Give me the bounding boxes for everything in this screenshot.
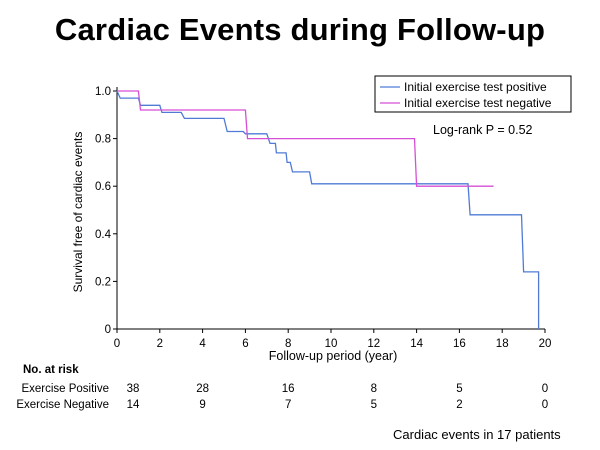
- x-tick-label: 16: [453, 338, 466, 350]
- log-rank-annotation: Log-rank P = 0.52: [433, 123, 533, 137]
- x-axis-label: Follow-up period (year): [269, 349, 398, 363]
- x-tick-label: 0: [114, 338, 120, 350]
- risk-cell: 5: [456, 383, 463, 395]
- series-line-positive: [116, 90, 540, 329]
- y-ticks: 0 0.2 0.4 0.6 0.8 1.0: [95, 86, 117, 336]
- chart-legend: Initial exercise test positive Initial e…: [374, 75, 572, 113]
- footnote: Cardiac events in 17 patients: [393, 427, 561, 442]
- risk-cell: 28: [196, 383, 209, 395]
- y-tick-label: 0.8: [95, 134, 111, 146]
- x-tick-label: 4: [199, 338, 206, 350]
- risk-cell: 0: [541, 399, 549, 411]
- risk-cell: 5: [370, 399, 377, 411]
- x-ticks: 0 2 4 6 8 10 12 14 16 18 20: [114, 329, 552, 350]
- risk-cell: 2: [456, 399, 463, 411]
- risk-cell: 8: [370, 383, 377, 395]
- risk-cell: 14: [126, 399, 140, 411]
- x-tick-label: 20: [539, 338, 552, 350]
- risk-cell: 38: [126, 383, 140, 395]
- risk-table-heading: No. at risk: [23, 364, 79, 376]
- x-tick-label: 10: [325, 338, 338, 350]
- x-tick-label: 2: [157, 338, 163, 350]
- survival-curves: [116, 90, 540, 329]
- x-tick-label: 6: [242, 338, 248, 350]
- x-tick-label: 14: [410, 338, 423, 350]
- risk-cell: 0: [541, 383, 549, 395]
- slide-title: Cardiac Events during Follow-up: [54, 12, 546, 47]
- risk-cell: 7: [284, 399, 292, 411]
- legend-box: [374, 75, 572, 113]
- legend-label-negative: Initial exercise test negative: [404, 96, 552, 110]
- y-axis-label: Survival free of cardiac events: [71, 132, 85, 293]
- risk-cell: 9: [199, 399, 206, 411]
- risk-cell: 16: [281, 383, 295, 395]
- x-tick-label: 12: [367, 338, 380, 350]
- x-tick-label: 8: [285, 338, 291, 350]
- x-tick-label: 18: [496, 338, 509, 350]
- y-tick-label: 0.6: [95, 181, 111, 193]
- series-line-negative: [117, 90, 494, 187]
- y-tick-label: 0: [105, 324, 111, 336]
- risk-row-label: Exercise Positive: [21, 383, 109, 395]
- y-tick-label: 1.0: [95, 86, 111, 98]
- y-tick-label: 0.4: [95, 229, 112, 241]
- risk-row-label: Exercise Negative: [16, 399, 109, 411]
- legend-label-positive: Initial exercise test positive: [404, 80, 547, 94]
- y-tick-label: 0.2: [95, 276, 111, 288]
